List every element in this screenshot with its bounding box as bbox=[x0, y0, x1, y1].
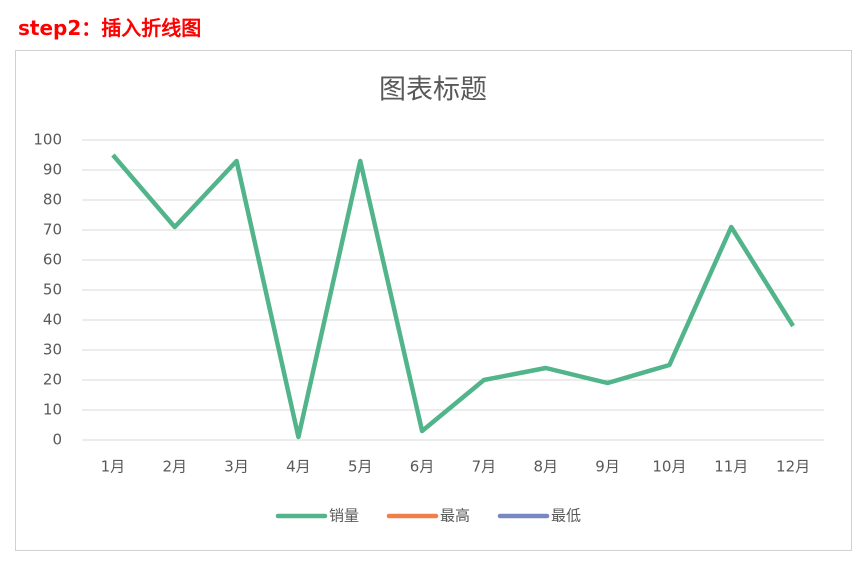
x-tick-label: 6月 bbox=[410, 458, 435, 476]
data-line bbox=[111, 153, 795, 440]
y-tick-label: 20 bbox=[43, 371, 62, 389]
x-tick-label: 10月 bbox=[652, 458, 686, 476]
y-tick-label: 0 bbox=[52, 431, 62, 449]
y-tick-label: 70 bbox=[43, 221, 62, 239]
y-tick-label: 90 bbox=[43, 161, 62, 179]
x-tick-label: 12月 bbox=[776, 458, 810, 476]
y-tick-label: 10 bbox=[43, 401, 62, 419]
x-tick-label: 1月 bbox=[101, 458, 126, 476]
legend-label: 最低 bbox=[551, 507, 581, 525]
step-heading: step2：插入折线图 bbox=[18, 16, 202, 40]
y-tick-label: 50 bbox=[43, 281, 62, 299]
y-tick-label: 60 bbox=[43, 251, 62, 269]
legend-label: 最高 bbox=[440, 507, 470, 525]
x-tick-label: 3月 bbox=[224, 458, 249, 476]
y-tick-label: 80 bbox=[43, 191, 62, 209]
x-tick-label: 4月 bbox=[286, 458, 311, 476]
y-tick-label: 30 bbox=[43, 341, 62, 359]
y-tick-label: 100 bbox=[33, 131, 62, 149]
chart-frame bbox=[15, 50, 852, 551]
chart-title: 图表标题 bbox=[379, 75, 487, 106]
legend-label: 销量 bbox=[329, 507, 359, 525]
x-tick-label: 2月 bbox=[162, 458, 187, 476]
x-tick-label: 5月 bbox=[348, 458, 373, 476]
y-tick-label: 40 bbox=[43, 311, 62, 329]
x-tick-label: 11月 bbox=[714, 458, 748, 476]
x-tick-label: 8月 bbox=[533, 458, 558, 476]
x-tick-label: 9月 bbox=[595, 458, 620, 476]
x-tick-label: 7月 bbox=[472, 458, 497, 476]
